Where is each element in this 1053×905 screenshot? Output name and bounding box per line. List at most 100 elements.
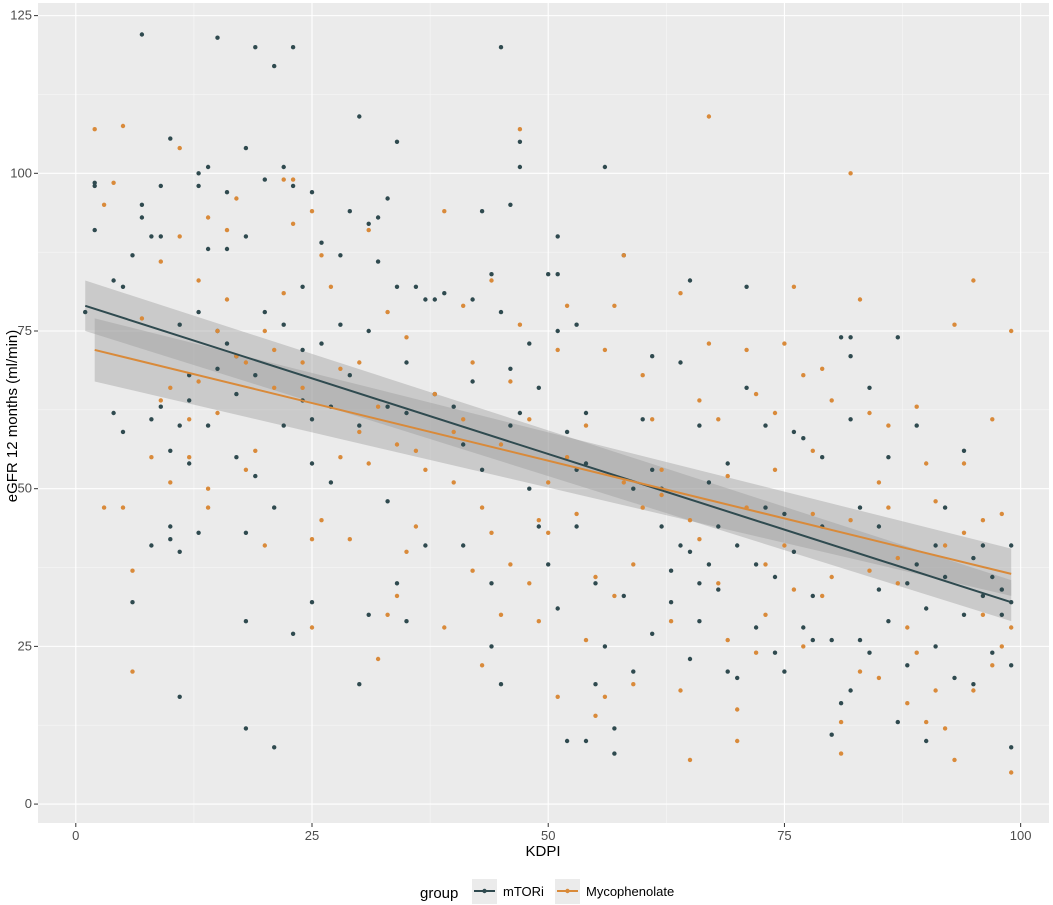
point-mtori xyxy=(536,524,541,529)
point-mtori xyxy=(92,180,97,185)
point-mtori xyxy=(697,423,702,428)
point-mycophenolate xyxy=(508,562,513,567)
point-mycophenolate xyxy=(300,360,305,365)
point-mycophenolate xyxy=(848,518,853,523)
point-mycophenolate xyxy=(461,303,466,308)
point-mtori xyxy=(905,581,910,586)
point-mtori xyxy=(508,366,513,371)
point-mtori xyxy=(243,530,249,535)
point-mtori xyxy=(593,682,598,687)
point-mycophenolate xyxy=(196,278,201,283)
point-mtori xyxy=(309,417,315,422)
point-mycophenolate xyxy=(706,114,712,119)
point-mycophenolate xyxy=(357,429,362,435)
major-grid xyxy=(38,3,1049,823)
point-mtori xyxy=(224,246,230,252)
y-tick-label: 50 xyxy=(18,481,32,496)
point-mycophenolate xyxy=(905,701,910,706)
point-mtori xyxy=(215,35,220,40)
point-mtori xyxy=(158,234,163,239)
y-tick-label: 25 xyxy=(18,638,32,653)
point-mtori xyxy=(215,366,220,371)
point-mtori xyxy=(716,524,721,529)
point-mtori xyxy=(687,549,693,554)
point-mycophenolate xyxy=(857,297,863,302)
point-mycophenolate xyxy=(886,505,891,510)
point-mycophenolate xyxy=(262,543,267,548)
point-mycophenolate xyxy=(139,316,145,321)
point-mtori xyxy=(659,524,664,529)
data-points xyxy=(83,32,1014,775)
point-mycophenolate xyxy=(867,410,872,416)
point-mycophenolate xyxy=(347,537,352,542)
point-mtori xyxy=(338,322,343,327)
point-mycophenolate xyxy=(602,694,608,699)
minor-grid xyxy=(38,3,1049,823)
point-mtori xyxy=(83,309,88,315)
point-mtori xyxy=(319,240,324,245)
point-mtori xyxy=(810,593,815,599)
point-mycophenolate xyxy=(952,757,957,763)
point-mycophenolate xyxy=(924,461,929,466)
y-axis-ticks: 0 25 50 75 100 125 xyxy=(10,8,38,811)
point-mtori xyxy=(290,45,296,50)
point-mtori xyxy=(583,461,589,466)
y-tick-label: 100 xyxy=(10,165,32,180)
x-tick-label: 0 xyxy=(72,828,79,843)
point-mtori xyxy=(309,190,315,195)
point-mtori xyxy=(309,461,315,466)
point-mycophenolate xyxy=(442,625,447,630)
point-mycophenolate xyxy=(1009,770,1014,775)
point-mtori xyxy=(895,335,900,340)
point-mtori xyxy=(470,379,475,384)
point-mtori xyxy=(1009,745,1014,750)
legend: group mTORi Mycophenolate xyxy=(420,879,674,904)
point-mycophenolate xyxy=(404,335,409,340)
point-mycophenolate xyxy=(980,518,986,523)
point-mtori xyxy=(574,524,579,529)
point-mtori xyxy=(139,202,145,207)
point-mycophenolate xyxy=(498,612,504,617)
point-mycophenolate xyxy=(243,467,249,472)
point-mtori xyxy=(196,309,201,315)
point-mycophenolate xyxy=(272,385,277,390)
point-mycophenolate xyxy=(489,278,494,283)
point-mtori xyxy=(489,644,494,649)
point-mtori xyxy=(253,373,258,378)
point-mycophenolate xyxy=(243,360,249,365)
point-mtori xyxy=(650,631,655,636)
point-mtori xyxy=(744,284,749,289)
point-mycophenolate xyxy=(489,530,494,535)
point-mtori xyxy=(366,221,371,226)
point-mtori xyxy=(990,574,995,580)
point-mtori xyxy=(442,291,447,296)
point-mtori xyxy=(120,429,126,435)
point-mtori xyxy=(602,164,608,170)
point-mtori xyxy=(394,581,400,586)
point-mtori xyxy=(375,259,381,264)
point-mycophenolate xyxy=(300,385,305,390)
point-mtori xyxy=(385,404,390,409)
point-mycophenolate xyxy=(999,511,1004,517)
point-mtori xyxy=(536,385,541,390)
point-mtori xyxy=(432,297,437,302)
point-mycophenolate xyxy=(517,127,523,132)
point-mtori xyxy=(328,480,334,485)
point-mycophenolate xyxy=(319,253,324,258)
point-mycophenolate xyxy=(527,417,532,422)
fit-line-mycophenolate xyxy=(94,348,1012,575)
point-mycophenolate xyxy=(470,360,475,365)
point-mycophenolate xyxy=(187,455,192,460)
point-mycophenolate xyxy=(130,568,135,573)
point-mycophenolate xyxy=(971,278,976,283)
point-mycophenolate xyxy=(942,543,948,548)
point-mycophenolate xyxy=(309,209,315,214)
point-mycophenolate xyxy=(338,455,343,460)
point-mtori xyxy=(272,505,277,510)
point-mtori xyxy=(933,543,938,548)
point-mycophenolate xyxy=(583,423,589,428)
point-mycophenolate xyxy=(366,227,371,233)
point-mycophenolate xyxy=(498,442,504,447)
point-mycophenolate xyxy=(593,574,598,580)
point-mycophenolate xyxy=(876,480,882,485)
